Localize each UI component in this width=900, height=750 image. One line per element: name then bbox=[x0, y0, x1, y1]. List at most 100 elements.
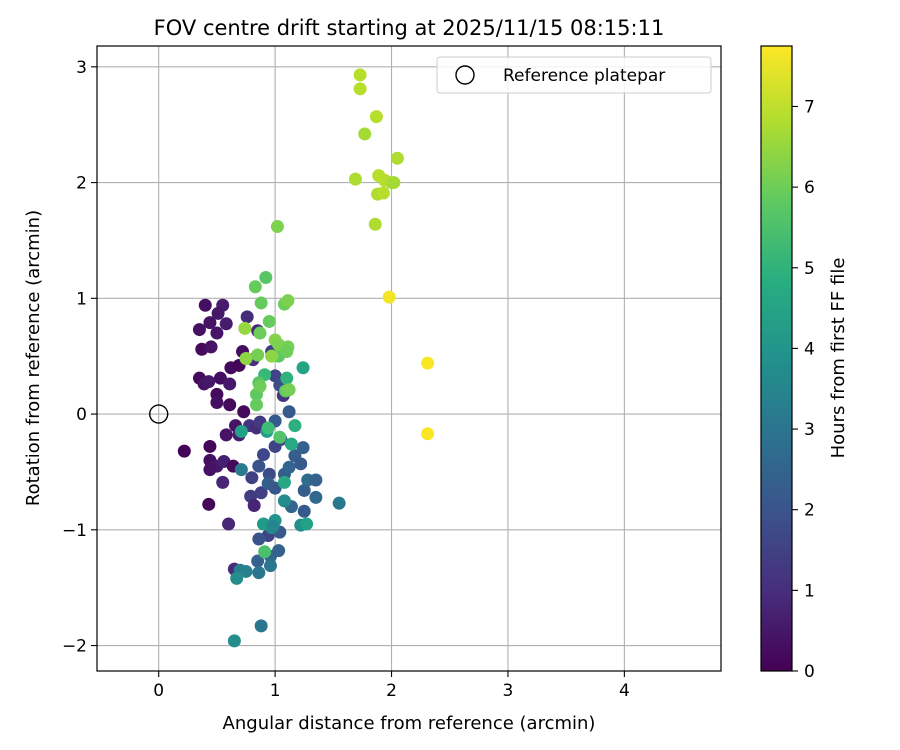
data-point bbox=[261, 421, 275, 435]
data-point bbox=[262, 314, 276, 328]
data-point bbox=[202, 375, 216, 389]
data-point bbox=[296, 441, 310, 455]
y-tick-label: −1 bbox=[62, 521, 87, 541]
data-point bbox=[216, 475, 230, 489]
data-point bbox=[211, 306, 225, 320]
x-tick-label: 2 bbox=[386, 681, 397, 701]
colorbar-label: Hours from first FF file bbox=[828, 258, 849, 459]
data-point bbox=[253, 379, 267, 393]
data-point bbox=[309, 473, 323, 487]
data-point bbox=[223, 377, 237, 391]
legend-marker bbox=[455, 65, 475, 85]
colorbar: 0 1 2 3 4 5 6 7 Hours from first FF file bbox=[760, 45, 849, 682]
y-tick-label: 2 bbox=[76, 174, 87, 194]
data-point bbox=[284, 437, 298, 451]
data-point bbox=[353, 82, 367, 96]
data-point bbox=[288, 419, 302, 433]
data-point bbox=[219, 317, 233, 331]
grid-lines bbox=[97, 46, 721, 671]
data-point bbox=[270, 220, 284, 234]
data-point bbox=[248, 280, 262, 294]
y-tick-label: 3 bbox=[76, 58, 87, 78]
x-axis: 0 1 2 3 4 bbox=[153, 671, 630, 701]
data-point bbox=[265, 349, 279, 363]
colorbar-tick-label: 2 bbox=[804, 501, 815, 521]
colorbar-tick-label: 4 bbox=[804, 339, 815, 359]
data-point bbox=[219, 428, 233, 442]
data-point bbox=[253, 326, 267, 340]
data-point bbox=[258, 545, 272, 559]
data-point bbox=[421, 427, 435, 441]
data-point bbox=[213, 371, 227, 385]
data-point bbox=[273, 430, 287, 444]
plot-frame bbox=[96, 45, 722, 672]
data-point bbox=[223, 398, 237, 412]
data-point bbox=[281, 294, 295, 308]
colorbar-tick-label: 1 bbox=[804, 581, 815, 601]
data-point bbox=[368, 217, 382, 231]
data-point bbox=[227, 634, 241, 648]
data-point bbox=[266, 519, 280, 533]
data-point bbox=[239, 564, 253, 578]
data-point bbox=[282, 383, 296, 397]
colorbar-tick-label: 3 bbox=[804, 420, 815, 440]
chart-title: FOV centre drift starting at 2025/11/15 … bbox=[154, 16, 665, 40]
data-points bbox=[177, 68, 435, 648]
data-point bbox=[237, 405, 251, 419]
x-axis-label: Angular distance from reference (arcmin) bbox=[223, 713, 596, 734]
data-point bbox=[203, 439, 217, 453]
data-point bbox=[309, 490, 323, 504]
data-point bbox=[268, 481, 282, 495]
data-point bbox=[177, 444, 191, 458]
legend-label: Reference platepar bbox=[503, 66, 665, 86]
data-point bbox=[251, 554, 265, 568]
data-point bbox=[234, 463, 248, 477]
data-point bbox=[387, 176, 401, 190]
colorbar-tick-label: 0 bbox=[804, 662, 815, 682]
data-point bbox=[282, 405, 296, 419]
data-point bbox=[277, 475, 291, 489]
x-tick-label: 1 bbox=[270, 681, 281, 701]
colorbar-tick-label: 5 bbox=[804, 259, 815, 279]
data-point bbox=[251, 348, 265, 362]
data-point bbox=[210, 395, 224, 409]
data-point bbox=[254, 486, 268, 500]
data-point bbox=[239, 352, 253, 365]
data-point bbox=[282, 460, 296, 474]
x-tick-label: 4 bbox=[619, 681, 630, 701]
data-point bbox=[297, 504, 311, 518]
data-point bbox=[252, 459, 266, 473]
data-point bbox=[277, 494, 291, 508]
data-point bbox=[234, 424, 248, 438]
y-tick-label: 1 bbox=[76, 289, 87, 309]
data-point bbox=[353, 68, 367, 82]
data-point bbox=[369, 110, 383, 124]
data-point bbox=[280, 345, 294, 359]
data-point bbox=[210, 326, 224, 340]
data-point bbox=[240, 310, 254, 324]
legend: Reference platepar bbox=[436, 56, 712, 94]
data-point bbox=[202, 497, 216, 511]
colorbar-tick-label: 6 bbox=[804, 178, 815, 198]
y-tick-label: −2 bbox=[62, 637, 87, 657]
legend-box bbox=[436, 56, 712, 94]
data-point bbox=[272, 544, 286, 558]
data-point bbox=[294, 457, 308, 471]
data-point bbox=[296, 361, 310, 375]
data-point bbox=[198, 298, 212, 312]
colorbar-tick-label: 7 bbox=[804, 97, 815, 117]
data-point bbox=[390, 151, 404, 165]
data-point bbox=[263, 559, 277, 573]
reference-point bbox=[149, 404, 169, 424]
data-point bbox=[382, 290, 396, 304]
data-point bbox=[254, 619, 268, 633]
data-point bbox=[203, 463, 217, 477]
x-tick-label: 3 bbox=[503, 681, 514, 701]
x-tick-label: 0 bbox=[153, 681, 164, 701]
data-point bbox=[222, 517, 236, 531]
data-point bbox=[300, 517, 314, 531]
data-point bbox=[280, 371, 294, 385]
data-point bbox=[358, 127, 372, 141]
data-point bbox=[252, 532, 266, 546]
